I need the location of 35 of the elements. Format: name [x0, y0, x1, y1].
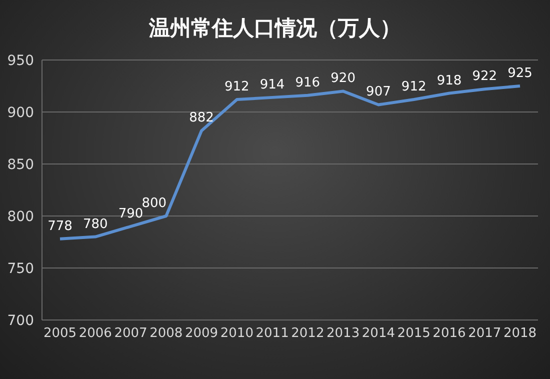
data-label: 800	[142, 196, 167, 211]
y-tick-label: 750	[7, 260, 34, 277]
data-label: 912	[401, 80, 426, 95]
x-tick-label: 2006	[78, 326, 112, 342]
data-label: 918	[436, 73, 462, 88]
data-label: 922	[472, 69, 498, 84]
x-tick-label: 2016	[432, 326, 466, 342]
x-tick-label: 2010	[220, 326, 254, 342]
data-label: 780	[82, 216, 108, 232]
y-tick-label: 800	[7, 208, 34, 225]
chart-title: 温州常住人口情况（万人）	[148, 15, 402, 42]
data-label: 920	[330, 71, 356, 86]
x-tick-label: 2018	[503, 326, 537, 342]
x-tick-label: 2008	[150, 326, 183, 342]
data-label: 907	[366, 84, 391, 100]
x-tick-label: 2009	[184, 326, 218, 342]
x-tick-label: 2013	[326, 326, 360, 342]
x-tick-label: 2007	[114, 326, 148, 342]
x-tick-label: 2012	[291, 326, 324, 342]
data-label: 778	[48, 218, 72, 234]
x-tick-label: 2015	[397, 326, 430, 342]
x-tick-label: 2017	[468, 326, 502, 342]
data-label: 790	[118, 206, 144, 222]
data-label: 916	[295, 75, 320, 90]
y-tick-label: 850	[7, 156, 34, 173]
x-tick-label: 2011	[256, 326, 289, 342]
data-label: 925	[508, 66, 532, 81]
data-label: 912	[224, 80, 250, 95]
data-label: 914	[260, 77, 285, 92]
x-tick-label: 2014	[362, 326, 396, 342]
data-label: 882	[189, 110, 214, 126]
x-tick-label: 2005	[43, 326, 77, 342]
y-tick-label: 950	[7, 52, 34, 69]
y-tick-label: 900	[7, 104, 34, 121]
y-tick-label: 700	[7, 312, 34, 329]
